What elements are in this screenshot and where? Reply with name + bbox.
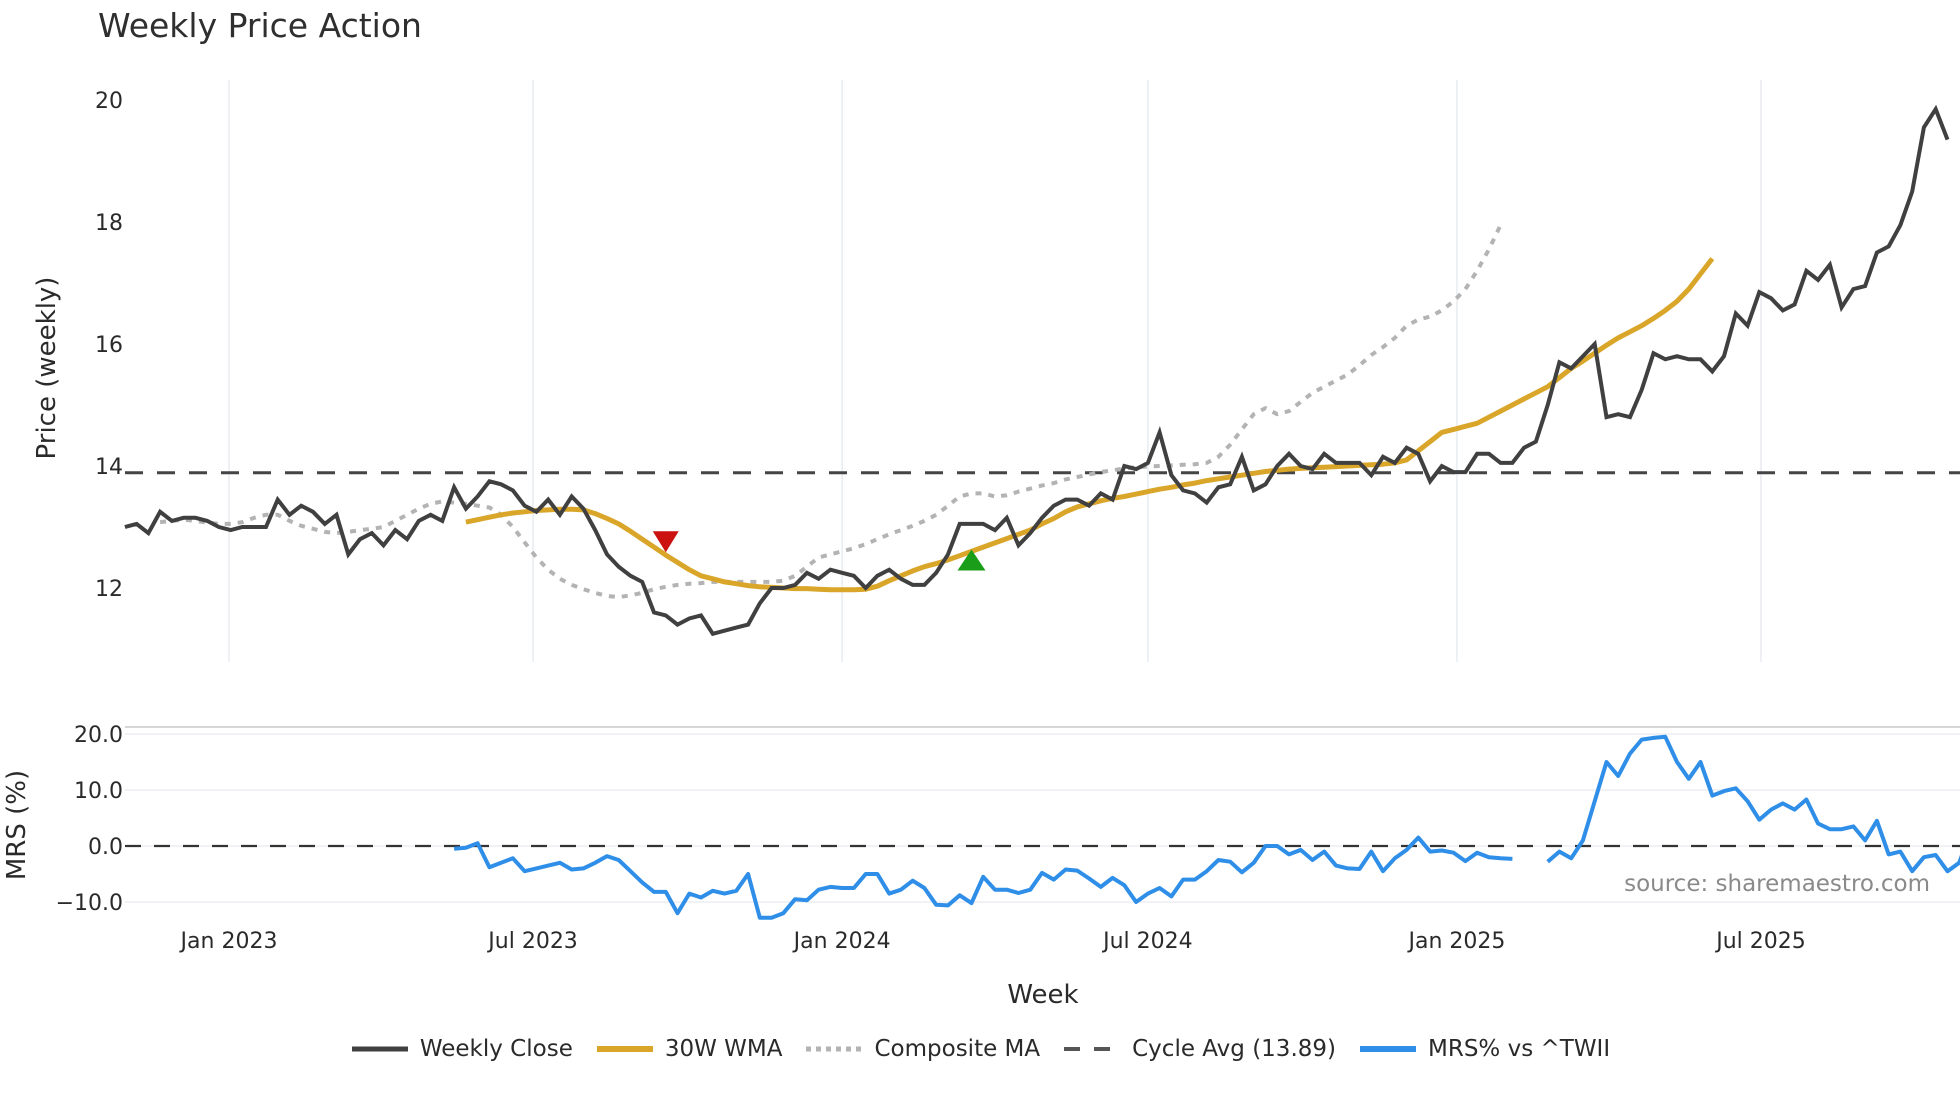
svg-text:16: 16 [95, 333, 123, 358]
svg-text:−10.0: −10.0 [56, 891, 123, 916]
legend-swatch-solid-icon [596, 1046, 653, 1052]
svg-text:Jan 2024: Jan 2024 [792, 929, 891, 954]
svg-text:Jul 2024: Jul 2024 [1101, 929, 1193, 954]
legend-label: Cycle Avg (13.89) [1132, 1036, 1336, 1062]
x-gridlines [228, 80, 1762, 662]
buy-signal-triangle-up-icon [957, 549, 986, 571]
svg-text:14: 14 [95, 455, 123, 480]
x-axis-label: Week [1007, 980, 1078, 1010]
chart-canvas: Price (weekly) MRS (%) Week 12 14 16 18 20 2… [2, 80, 1960, 1010]
svg-text:12: 12 [95, 577, 123, 602]
legend-label: Weekly Close [419, 1036, 573, 1062]
composite-ma-line [159, 224, 1503, 600]
x-ticks: Jan 2023 Jul 2023 Jan 2024 Jul 2024 Jan 2025… [179, 929, 1806, 954]
svg-text:Jan 2023: Jan 2023 [179, 929, 278, 954]
wma-30w-line [465, 257, 1715, 593]
chart-title: Weekly Price Action [98, 6, 422, 45]
svg-text:20: 20 [95, 89, 123, 114]
mrs-line [453, 734, 1960, 920]
legend-swatch-solid-icon [351, 1046, 408, 1052]
mrs-y-ticks: 20.0 10.0 0.0 −10.0 [56, 723, 123, 916]
price-y-ticks: 12 14 16 18 20 [95, 89, 123, 602]
svg-text:Jul 2025: Jul 2025 [1714, 929, 1806, 954]
svg-text:20.0: 20.0 [74, 723, 123, 748]
svg-text:Jul 2023: Jul 2023 [486, 929, 578, 954]
svg-text:10.0: 10.0 [74, 779, 123, 804]
legend-swatch-dashed-icon [1064, 1047, 1121, 1051]
legend-label: Composite MA [874, 1036, 1041, 1062]
legend-label: MRS% vs ^TWII [1428, 1036, 1611, 1062]
sell-signal-triangle-down-icon [652, 531, 679, 553]
svg-text:0.0: 0.0 [88, 835, 123, 860]
weekly-close-line [124, 104, 1950, 637]
price-axis-label: Price (weekly) [32, 277, 62, 460]
legend-item-cycle-avg[interactable]: Cycle Avg (13.89) [1062, 1036, 1336, 1062]
legend-item-30w-wma[interactable]: 30W WMA [595, 1036, 783, 1062]
svg-text:Jan 2025: Jan 2025 [1406, 929, 1505, 954]
legend-item-composite-ma[interactable]: Composite MA [804, 1036, 1040, 1062]
legend-item-weekly-close[interactable]: Weekly Close [350, 1036, 573, 1062]
legend-swatch-solid-icon [1360, 1046, 1416, 1052]
legend-swatch-dotted-icon [806, 1046, 863, 1052]
legend-item-mrs[interactable]: MRS% vs ^TWII [1358, 1036, 1610, 1062]
source-note: source: sharemaestro.com [1624, 871, 1930, 897]
legend: Weekly Close 30W WMA Composite MA Cycle … [0, 1036, 1960, 1062]
svg-text:18: 18 [95, 211, 123, 236]
mrs-axis-label: MRS (%) [2, 770, 32, 880]
legend-label: 30W WMA [664, 1036, 783, 1062]
